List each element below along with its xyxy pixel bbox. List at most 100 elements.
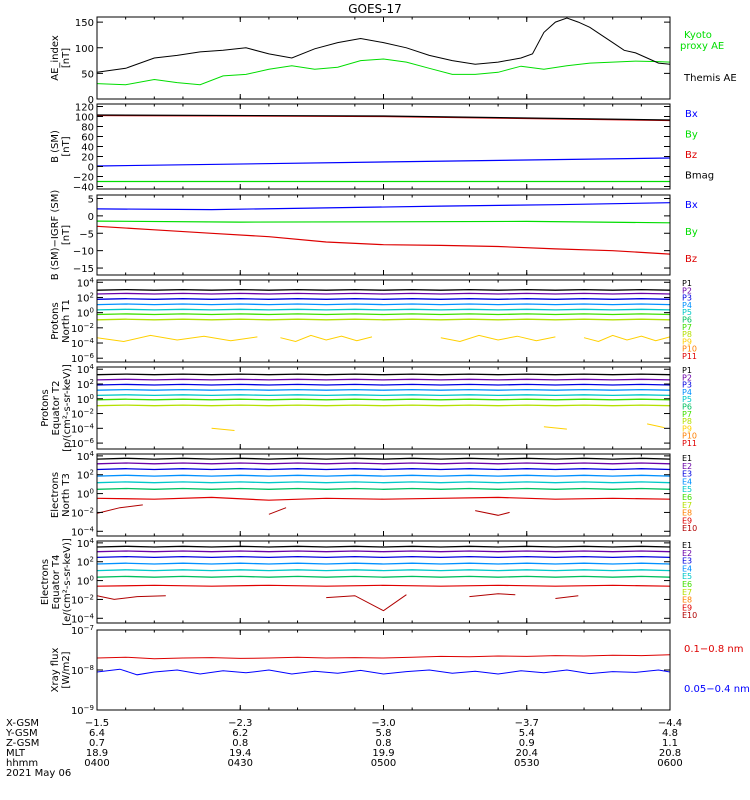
- legend-entry: Kyoto: [684, 30, 712, 41]
- channel-line-sparse: [646, 423, 665, 429]
- legend-entry: By: [685, 227, 698, 238]
- series-line-kyoto: [96, 58, 671, 86]
- y-tick-label: 50: [81, 69, 94, 80]
- y-tick-label: 100: [77, 488, 94, 501]
- series-line-bmag: [96, 114, 671, 121]
- x-axis-value: 0.8: [232, 738, 248, 749]
- x-axis-row-label: MLT: [6, 748, 26, 759]
- y-tick-label: 100: [77, 575, 94, 588]
- channel-line-sparse: [543, 426, 567, 430]
- legend-entry: P11: [682, 439, 697, 448]
- series-line-xray-long: [96, 654, 671, 660]
- y-tick-label: 60: [81, 133, 94, 144]
- channel-line: [96, 545, 671, 548]
- x-axis-value: 0430: [228, 758, 253, 769]
- y-tick-label: 100: [75, 113, 94, 124]
- panel-xray-flux: 10−9 10−8 10−7 Xray flux [W/m2] 0.1−0.8 nm 0.0…: [50, 624, 750, 717]
- legend-entry: P8: [682, 330, 692, 339]
- channel-line-e10: [326, 594, 407, 612]
- legend-entry: 0.05−0.4 nm: [684, 684, 750, 695]
- y-axis-label: Protons: [40, 389, 51, 426]
- x-axis-value: 20.4: [516, 748, 538, 759]
- legend-entry: E9: [682, 516, 692, 525]
- y-tick-label: 102: [77, 469, 94, 482]
- y-axis-label: [e/(cm²-s-sr-keV)]: [62, 538, 73, 626]
- x-axis-value: 0500: [371, 758, 396, 769]
- y-tick-label: 20: [81, 153, 94, 164]
- y-axis-label: Protons: [50, 302, 61, 339]
- x-axis-row-label: hhmm: [6, 758, 38, 769]
- x-axis-value: 6.2: [232, 728, 248, 739]
- x-axis-row-label: X-GSM: [6, 718, 39, 729]
- legend-entry: P7: [682, 323, 692, 332]
- legend-entry: Themis AE: [683, 73, 737, 84]
- legend-entry: Bz: [685, 254, 697, 265]
- legend-entry: E3: [682, 470, 692, 479]
- y-tick-label: 104: [77, 363, 95, 376]
- y-tick-label: −15: [73, 264, 94, 275]
- channel-line-e10: [555, 595, 579, 599]
- legend-entry: P3: [682, 381, 692, 390]
- legend-entry: P6: [682, 316, 692, 325]
- legend-entry: P2: [682, 373, 692, 382]
- legend-entry: Bx: [685, 200, 698, 211]
- y-tick-label: 150: [75, 18, 94, 29]
- x-axis-value: −3.7: [515, 718, 539, 729]
- x-axis-value: 18.9: [86, 748, 108, 759]
- legend-entry: E10: [682, 524, 697, 533]
- x-axis-value: −1.5: [85, 718, 109, 729]
- y-tick-label: −20: [73, 173, 94, 184]
- y-tick-label: 120: [75, 103, 94, 114]
- x-axis-table: X-GSM −1.5 −2.3 −3.0 −3.7 −4.4 Y-GSM 6.4 6.2 5.8 5…: [5, 718, 683, 779]
- legend-entry: P1: [682, 279, 692, 288]
- legend-entry: P9: [682, 424, 692, 433]
- y-tick-label: 100: [77, 393, 94, 406]
- series-line-themis: [96, 17, 671, 73]
- channel-line: [96, 462, 671, 465]
- y-tick-label: 10−8: [71, 664, 94, 677]
- legend-entry: Bz: [685, 150, 697, 161]
- channel-line: [96, 313, 671, 316]
- x-axis-value: 0600: [657, 758, 682, 769]
- panel-frame: [96, 453, 671, 537]
- channel-line: [96, 404, 671, 407]
- y-tick-label: 0: [88, 95, 94, 106]
- y-tick-label: 104: [77, 450, 95, 463]
- y-tick-label: −40: [73, 183, 94, 194]
- legend-entry: P1: [682, 366, 692, 375]
- legend-entry: P9: [682, 337, 692, 346]
- legend-entry: Bmag: [685, 171, 714, 182]
- y-axis-label: [W/m2]: [61, 651, 72, 688]
- channel-line-e10: [96, 595, 166, 600]
- legend-entry: P3: [682, 294, 692, 303]
- channel-line-sparse: [96, 334, 258, 343]
- legend-entry: P4: [682, 388, 692, 397]
- y-tick-label: 102: [77, 378, 94, 391]
- channel-line-e9: [96, 584, 671, 587]
- channel-line: [96, 487, 671, 490]
- legend-entry: E8: [682, 509, 692, 518]
- x-axis-row-label: Y-GSM: [5, 728, 38, 739]
- y-axis-label: B (SM)−IGRF (SM): [50, 190, 61, 281]
- y-tick-label: 10−2: [71, 506, 94, 519]
- legend-entry: E7: [682, 501, 692, 510]
- x-axis-value: 1.1: [662, 738, 678, 749]
- channel-line: [96, 292, 671, 295]
- channel-line: [96, 318, 671, 321]
- panel-frame: [96, 16, 671, 100]
- y-axis-label: North T1: [61, 299, 72, 343]
- channel-line: [96, 468, 671, 471]
- x-axis-value: 0530: [514, 758, 539, 769]
- channel-line-e9: [96, 496, 671, 501]
- legend-entry: P2: [682, 286, 692, 295]
- y-tick-label: 10−4: [71, 422, 95, 435]
- y-tick-label: 104: [77, 537, 95, 550]
- legend-entry: proxy AE: [680, 41, 724, 52]
- legend-entry: E2: [682, 549, 692, 558]
- panel-electrons-north-t3: 10−4 10−2 100 102 104 Electrons North T3 E1E2E3…: [50, 450, 697, 538]
- y-axis-label: [nT]: [61, 136, 72, 156]
- y-axis-label: [p/(cm²-s-sr-keV)]: [62, 364, 73, 452]
- y-tick-label: 10−2: [71, 593, 94, 606]
- y-tick-label: 10−7: [71, 624, 94, 637]
- panel-electrons-equator-t4: 10−4 10−2 100 102 104 Electrons Equator T4 [e/(…: [40, 537, 697, 626]
